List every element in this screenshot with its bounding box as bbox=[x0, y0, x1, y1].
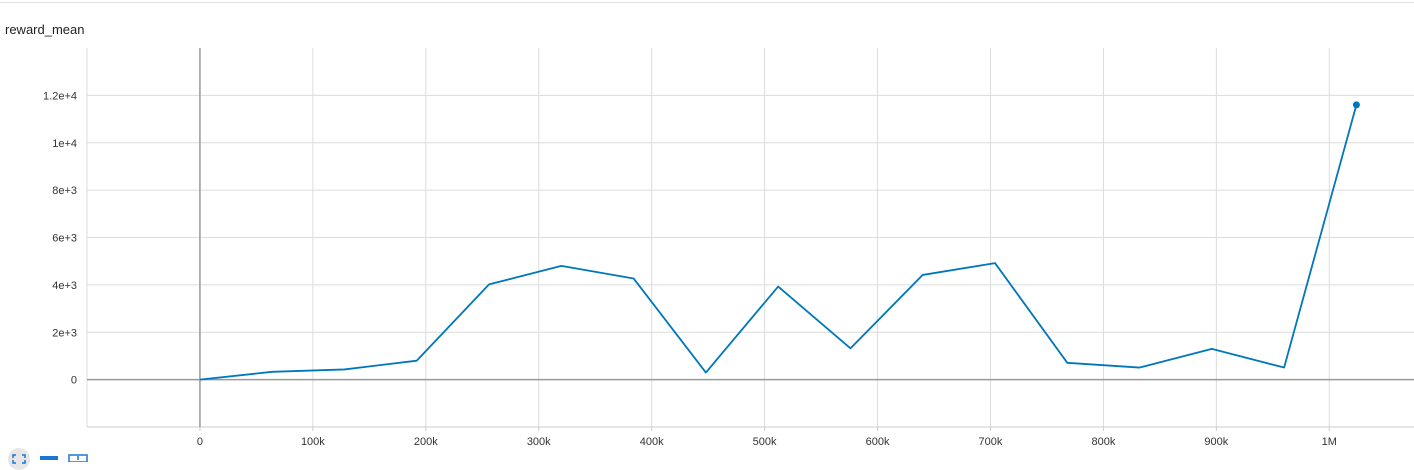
grid bbox=[87, 48, 1414, 427]
series-line bbox=[199, 104, 1358, 381]
y-tick-label: 1.2e+4 bbox=[43, 90, 77, 102]
x-tick-label: 600k bbox=[866, 436, 890, 448]
fullscreen-button[interactable] bbox=[8, 448, 30, 470]
y-tick-label: 4e+3 bbox=[52, 280, 77, 292]
x-tick-label: 0 bbox=[197, 436, 203, 448]
x-tick-label: 1M bbox=[1322, 436, 1337, 448]
y-tick-label: 2e+3 bbox=[52, 327, 77, 339]
y-tick-label: 1e+4 bbox=[52, 138, 77, 150]
series bbox=[199, 101, 1360, 381]
last-point-marker bbox=[1352, 101, 1360, 109]
fit-domain-icon bbox=[68, 454, 88, 463]
x-tick-label: 800k bbox=[1091, 436, 1115, 448]
axes bbox=[86, 48, 1414, 431]
toggle-log-scale-icon bbox=[40, 456, 58, 460]
y-tick-label: 8e+3 bbox=[52, 185, 77, 197]
y-tick-label: 6e+3 bbox=[52, 233, 77, 245]
x-tick-label: 500k bbox=[753, 436, 777, 448]
x-tick-label: 900k bbox=[1204, 436, 1228, 448]
top-divider bbox=[0, 2, 1414, 3]
x-tick-label: 200k bbox=[414, 436, 438, 448]
x-tick-label: 300k bbox=[527, 436, 551, 448]
toggle-log-scale-button[interactable] bbox=[40, 448, 58, 462]
y-tick-label: 0 bbox=[71, 375, 77, 387]
x-tick-label: 100k bbox=[301, 436, 325, 448]
fit-domain-button[interactable] bbox=[68, 448, 88, 463]
fullscreen-icon bbox=[12, 454, 26, 464]
chart-toolbar bbox=[8, 448, 88, 470]
x-tick-label: 700k bbox=[979, 436, 1003, 448]
chart-title: reward_mean bbox=[5, 22, 85, 37]
x-tick-label: 400k bbox=[640, 436, 664, 448]
tick-labels: 0 100k 200k 300k 400k 500k 600k 700k 800k 900k 1M 0… bbox=[43, 90, 1337, 448]
